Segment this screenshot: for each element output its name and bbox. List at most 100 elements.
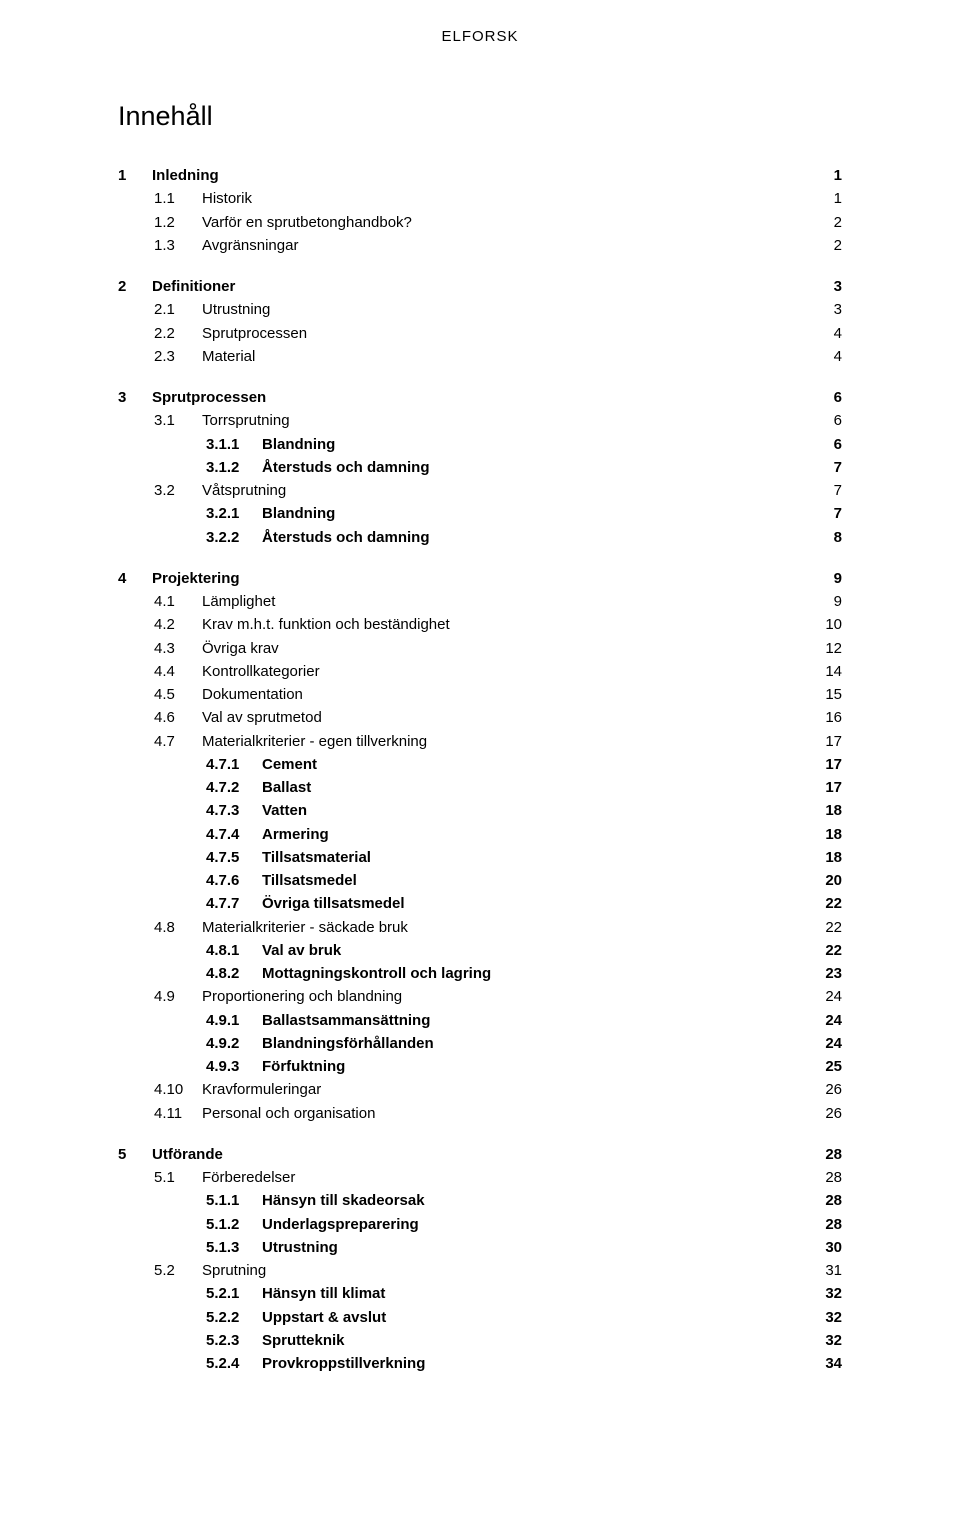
- toc-entry[interactable]: 5.1.1Hänsyn till skadeorsak28: [118, 1189, 842, 1212]
- toc-entry-page: 3: [818, 298, 842, 321]
- toc-entry[interactable]: 5.1.2Underlagspreparering28: [118, 1213, 842, 1236]
- toc-entry[interactable]: 4.8.1Val av bruk22: [118, 939, 842, 962]
- toc-entry-page: 25: [818, 1055, 842, 1078]
- toc-entry-label: Övriga krav: [202, 637, 279, 660]
- toc-entry-label: Tillsatsmedel: [262, 869, 357, 892]
- toc-gap: [118, 257, 842, 275]
- toc-entry-label: Torrsprutning: [202, 409, 290, 432]
- toc-entry[interactable]: 4.7.3Vatten18: [118, 799, 842, 822]
- toc-entry[interactable]: 5.1.3Utrustning30: [118, 1236, 842, 1259]
- toc-entry[interactable]: 3Sprutprocessen6: [118, 386, 842, 409]
- toc-entry-page: 18: [818, 823, 842, 846]
- toc-entry[interactable]: 4.7.6Tillsatsmedel20: [118, 869, 842, 892]
- toc-entry[interactable]: 4.6Val av sprutmetod16: [118, 706, 842, 729]
- toc-entry[interactable]: 4.2Krav m.h.t. funktion och beständighet…: [118, 613, 842, 636]
- toc-entry-page: 17: [818, 753, 842, 776]
- toc-entry-number: 3.2.2: [206, 526, 262, 549]
- toc-entry-page: 14: [818, 660, 842, 683]
- toc-entry[interactable]: 4.7.2Ballast17: [118, 776, 842, 799]
- toc-entry[interactable]: 1.1Historik1: [118, 187, 842, 210]
- toc-entry-number: 4.7.5: [206, 846, 262, 869]
- toc-entry-label: Inledning: [152, 164, 219, 187]
- toc-entry[interactable]: 4.1Lämplighet9: [118, 590, 842, 613]
- toc-entry[interactable]: 4.3Övriga krav12: [118, 637, 842, 660]
- toc-entry-label: Materialkriterier - säckade bruk: [202, 916, 408, 939]
- toc-entry-number: 4.7.3: [206, 799, 262, 822]
- toc-entry-label: Blandningsförhållanden: [262, 1032, 434, 1055]
- toc-entry[interactable]: 5.2.4Provkroppstillverkning34: [118, 1352, 842, 1375]
- toc-entry[interactable]: 4.8.2Mottagningskontroll och lagring23: [118, 962, 842, 985]
- toc-entry-label: Hänsyn till klimat: [262, 1282, 385, 1305]
- toc-entry-label: Förberedelser: [202, 1166, 295, 1189]
- toc-entry-label: Varför en sprutbetonghandbok?: [202, 211, 412, 234]
- toc-entry-label: Mottagningskontroll och lagring: [262, 962, 491, 985]
- toc-entry[interactable]: 3.2.2Återstuds och damning8: [118, 526, 842, 549]
- toc-entry-label: Materialkriterier - egen tillverkning: [202, 730, 427, 753]
- toc-entry[interactable]: 2.2Sprutprocessen4: [118, 322, 842, 345]
- toc-entry-label: Projektering: [152, 567, 240, 590]
- toc-entry-label: Cement: [262, 753, 317, 776]
- toc-entry[interactable]: 5.2.1Hänsyn till klimat32: [118, 1282, 842, 1305]
- toc-entry[interactable]: 4.7Materialkriterier - egen tillverkning…: [118, 730, 842, 753]
- toc-entry[interactable]: 3.1Torrsprutning6: [118, 409, 842, 432]
- toc-entry[interactable]: 4.8Materialkriterier - säckade bruk22: [118, 916, 842, 939]
- toc-entry[interactable]: 3.2.1Blandning7: [118, 502, 842, 525]
- toc-entry-label: Tillsatsmaterial: [262, 846, 371, 869]
- toc-entry[interactable]: 1.2Varför en sprutbetonghandbok?2: [118, 211, 842, 234]
- toc-entry[interactable]: 1Inledning1: [118, 164, 842, 187]
- toc-entry[interactable]: 4.9.2Blandningsförhållanden 24: [118, 1032, 842, 1055]
- toc-entry[interactable]: 3.1.1Blandning6: [118, 433, 842, 456]
- toc-entry-number: 3.2: [154, 479, 202, 502]
- toc-entry[interactable]: 3.1.2Återstuds och damning7: [118, 456, 842, 479]
- toc-entry-label: Utrustning: [262, 1236, 338, 1259]
- toc-entry[interactable]: 3.2Våtsprutning7: [118, 479, 842, 502]
- toc-entry[interactable]: 5.2Sprutning31: [118, 1259, 842, 1282]
- toc-entry-number: 5: [118, 1143, 152, 1166]
- toc-entry-page: 26: [818, 1102, 842, 1125]
- toc-entry-number: 4.9.3: [206, 1055, 262, 1078]
- toc-entry[interactable]: 2.3Material4: [118, 345, 842, 368]
- toc-entry-number: 4.9.2: [206, 1032, 262, 1055]
- toc-entry[interactable]: 1.3Avgränsningar2: [118, 234, 842, 257]
- toc-entry[interactable]: 4Projektering9: [118, 567, 842, 590]
- toc-entry-label: Proportionering och blandning: [202, 985, 402, 1008]
- toc-entry[interactable]: 4.4Kontrollkategorier14: [118, 660, 842, 683]
- toc-entry-number: 5.2.2: [206, 1306, 262, 1329]
- toc-entry-label: Avgränsningar: [202, 234, 298, 257]
- toc-entry[interactable]: 5.2.2Uppstart & avslut32: [118, 1306, 842, 1329]
- toc-entry[interactable]: 4.7.5Tillsatsmaterial18: [118, 846, 842, 869]
- toc-entry[interactable]: 4.9Proportionering och blandning24: [118, 985, 842, 1008]
- toc-entry-page: 23: [818, 962, 842, 985]
- toc-entry[interactable]: 5.2.3Sprutteknik32: [118, 1329, 842, 1352]
- toc-entry[interactable]: 4.11Personal och organisation26: [118, 1102, 842, 1125]
- toc-entry[interactable]: 4.7.1Cement17: [118, 753, 842, 776]
- toc-entry-page: 2: [818, 211, 842, 234]
- toc-entry[interactable]: 4.10Kravformuleringar26: [118, 1078, 842, 1101]
- toc-entry-number: 5.2.4: [206, 1352, 262, 1375]
- toc-entry[interactable]: 4.9.1Ballastsammansättning24: [118, 1009, 842, 1032]
- toc-entry-page: 34: [818, 1352, 842, 1375]
- toc-entry-page: 24: [818, 1032, 842, 1055]
- toc-entry-page: 30: [818, 1236, 842, 1259]
- toc-entry[interactable]: 2.1Utrustning3: [118, 298, 842, 321]
- toc-entry-page: 7: [818, 502, 842, 525]
- toc-entry-page: 4: [818, 322, 842, 345]
- toc-entry[interactable]: 5.1Förberedelser28: [118, 1166, 842, 1189]
- toc-entry[interactable]: 5Utförande28: [118, 1143, 842, 1166]
- toc-entry[interactable]: 4.5Dokumentation15: [118, 683, 842, 706]
- toc-entry-page: 28: [818, 1143, 842, 1166]
- toc-entry-number: 5.2.1: [206, 1282, 262, 1305]
- toc-entry-label: Val av sprutmetod: [202, 706, 322, 729]
- toc-entry[interactable]: 4.7.7Övriga tillsatsmedel22: [118, 892, 842, 915]
- toc-entry[interactable]: 4.7.4Armering18: [118, 823, 842, 846]
- toc-entry-number: 4.4: [154, 660, 202, 683]
- toc-entry-number: 5.2: [154, 1259, 202, 1282]
- toc-entry-number: 4.7.2: [206, 776, 262, 799]
- toc-entry[interactable]: 2Definitioner3: [118, 275, 842, 298]
- toc-gap: [118, 368, 842, 386]
- toc-entry-label: Ballast: [262, 776, 311, 799]
- toc-entry[interactable]: 4.9.3Förfuktning25: [118, 1055, 842, 1078]
- toc-entry-page: 24: [818, 985, 842, 1008]
- toc-entry-page: 15: [818, 683, 842, 706]
- toc-entry-number: 4.3: [154, 637, 202, 660]
